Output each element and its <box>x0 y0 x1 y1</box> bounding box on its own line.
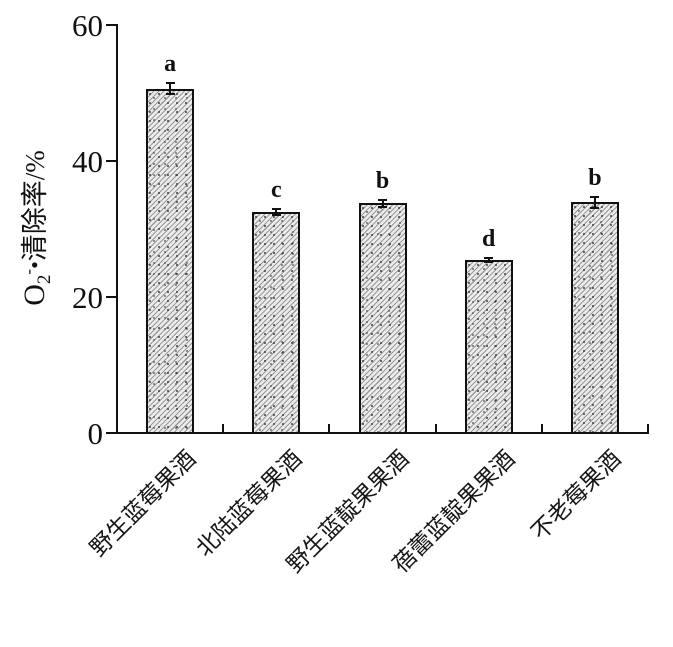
significance-letter: b <box>588 165 602 192</box>
error-bar-cap-bottom <box>378 205 387 208</box>
y-axis-tick <box>106 296 116 298</box>
x-axis-tick <box>434 424 437 433</box>
error-bar-line <box>275 208 278 216</box>
error-bar-cap-top <box>378 198 387 201</box>
error-bar-cap-top <box>590 196 600 199</box>
error-bar-cap-bottom <box>484 261 494 264</box>
bar <box>146 88 195 434</box>
error-bar-line <box>381 199 384 207</box>
x-axis-label: 北陆蓝莓果酒 <box>191 446 307 562</box>
significance-letter: b <box>375 167 390 194</box>
y-axis-tick-label: 60 <box>72 8 103 43</box>
error-bar-cap-bottom <box>271 214 281 217</box>
error-bar-line <box>487 258 490 263</box>
y-axis-spine <box>116 24 118 434</box>
y-axis-tick-label: 20 <box>72 280 103 315</box>
error-bar-cap-top <box>165 82 175 85</box>
y-axis-tick-label: 40 <box>72 144 103 179</box>
y-axis-tick <box>106 432 116 434</box>
error-bar-cap-bottom <box>590 206 600 209</box>
significance-letter: c <box>270 176 282 203</box>
y-axis-tick-label: 0 <box>87 416 104 451</box>
error-bar-cap-top <box>271 207 281 210</box>
x-axis-tick <box>222 424 225 433</box>
bar <box>252 212 301 434</box>
significance-letter: d <box>482 226 496 253</box>
x-axis-tick <box>647 424 649 433</box>
radical-dot: • <box>21 261 47 269</box>
error-bar-cap-bottom <box>165 93 175 96</box>
y-axis-title-superscript: - <box>18 268 38 275</box>
bar <box>358 203 407 434</box>
y-axis-tick <box>106 160 116 162</box>
x-axis-tick <box>540 424 543 433</box>
x-axis-label: 不老莓果酒 <box>526 446 626 545</box>
significance-letter: a <box>164 51 177 78</box>
error-bar-line <box>593 197 596 208</box>
bar <box>464 260 513 434</box>
bar <box>570 202 619 434</box>
error-bar-line <box>169 83 172 95</box>
y-axis-tick <box>106 24 116 26</box>
x-axis-label: 野生蓝莓果酒 <box>85 446 201 562</box>
error-bar-cap-top <box>484 257 494 260</box>
x-axis-tick <box>328 424 331 433</box>
